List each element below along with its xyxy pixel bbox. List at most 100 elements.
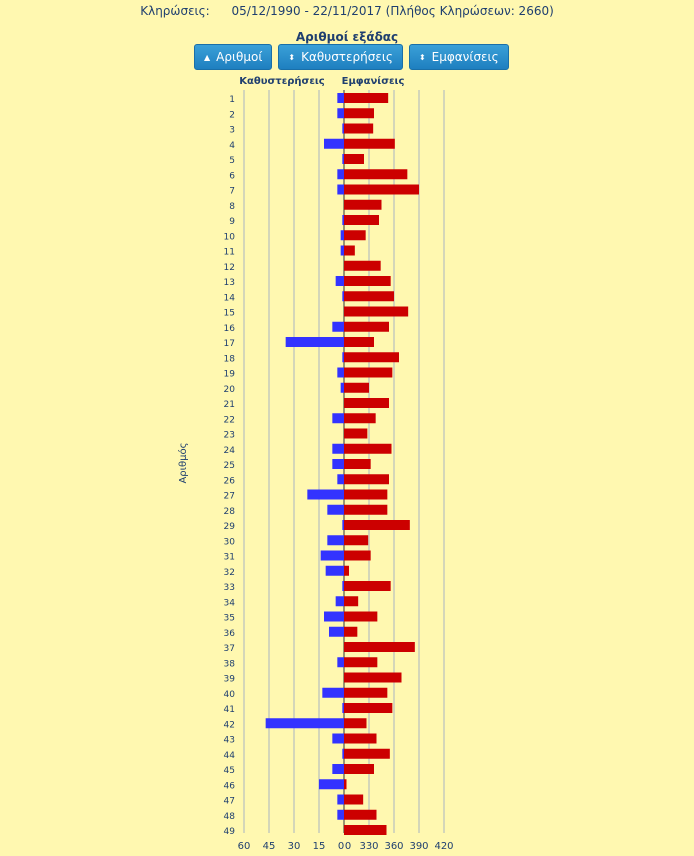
delay-bar[interactable]: [342, 215, 344, 225]
appearance-bar[interactable]: [344, 764, 374, 774]
delay-bar[interactable]: [337, 169, 344, 180]
delay-bar[interactable]: [332, 413, 344, 424]
delay-bar[interactable]: [324, 138, 344, 149]
appearance-bar[interactable]: [344, 337, 374, 347]
delay-bar[interactable]: [342, 352, 344, 363]
appearance-bar[interactable]: [344, 504, 388, 515]
delay-bar[interactable]: [342, 520, 344, 530]
delay-bar[interactable]: [342, 581, 344, 591]
appearance-bar[interactable]: [344, 169, 408, 180]
appearance-bar[interactable]: [344, 245, 355, 256]
appearance-bar[interactable]: [344, 520, 410, 530]
delay-bar[interactable]: [307, 489, 344, 500]
y-tick-label: 31: [224, 553, 235, 563]
appearance-bar[interactable]: [344, 672, 402, 683]
delay-bar[interactable]: [332, 443, 344, 454]
appearance-bar[interactable]: [344, 581, 391, 591]
appearance-bar[interactable]: [344, 306, 409, 317]
delay-bar[interactable]: [325, 565, 344, 576]
appearance-bar[interactable]: [344, 489, 388, 500]
delay-bar[interactable]: [340, 230, 344, 241]
delay-bar[interactable]: [337, 657, 344, 668]
appearance-bar[interactable]: [344, 459, 371, 469]
delay-bar[interactable]: [327, 535, 344, 546]
appearance-bar[interactable]: [344, 733, 377, 744]
delay-bar[interactable]: [337, 108, 344, 119]
appearance-bar[interactable]: [344, 413, 376, 424]
appearance-bar[interactable]: [344, 154, 364, 164]
appearance-bar[interactable]: [344, 199, 382, 210]
appearance-bar[interactable]: [344, 794, 364, 805]
delay-bar[interactable]: [340, 382, 344, 393]
y-tick-label: 20: [224, 385, 236, 395]
appearance-bar[interactable]: [344, 428, 368, 439]
appearance-bar[interactable]: [344, 93, 389, 103]
delay-bar[interactable]: [320, 550, 344, 561]
appearance-bar[interactable]: [344, 398, 389, 408]
appearance-bar[interactable]: [344, 443, 392, 454]
delay-bar[interactable]: [322, 687, 344, 698]
delay-bar[interactable]: [337, 93, 344, 103]
appearance-bar[interactable]: [344, 215, 379, 225]
appearance-bar[interactable]: [344, 230, 366, 241]
appearance-bar[interactable]: [344, 718, 367, 729]
appearance-bar[interactable]: [344, 108, 374, 119]
delay-bar[interactable]: [335, 276, 344, 286]
appearance-bar[interactable]: [344, 382, 369, 393]
draw-info-header: Κληρώσεις: 05/12/1990 - 22/11/2017 (Πλήθ…: [0, 4, 694, 18]
appearance-bar[interactable]: [344, 687, 388, 698]
delay-bar[interactable]: [332, 733, 344, 744]
appearance-bar[interactable]: [344, 321, 389, 332]
appearance-bar[interactable]: [344, 565, 349, 576]
appearance-bar[interactable]: [344, 550, 371, 561]
appearance-bar[interactable]: [344, 276, 391, 286]
delay-bar[interactable]: [265, 718, 344, 729]
appearance-bar[interactable]: [344, 291, 394, 302]
sort-appearances-button[interactable]: ⬍ Εμφανίσεις: [408, 44, 509, 70]
appearance-bar[interactable]: [344, 626, 358, 637]
delay-bar[interactable]: [327, 504, 344, 515]
sort-numbers-button[interactable]: ▲ Αριθμοί: [194, 44, 273, 70]
appearance-bar[interactable]: [344, 352, 399, 363]
appearance-bar[interactable]: [344, 611, 378, 622]
delay-bar[interactable]: [342, 703, 344, 713]
delay-bar[interactable]: [319, 779, 344, 790]
delay-bar[interactable]: [337, 474, 344, 485]
appearance-bar[interactable]: [344, 474, 389, 485]
appearance-bar[interactable]: [344, 596, 359, 607]
delay-bar[interactable]: [324, 611, 344, 622]
appearance-bar[interactable]: [344, 657, 378, 668]
appearance-bar[interactable]: [344, 779, 347, 790]
appearance-bar[interactable]: [344, 703, 393, 713]
y-tick-label: 17: [224, 339, 235, 349]
appearance-bar[interactable]: [344, 535, 369, 546]
delay-bar[interactable]: [335, 596, 344, 607]
delay-bar[interactable]: [340, 245, 344, 256]
y-tick-label: 22: [224, 415, 235, 425]
delay-bar[interactable]: [342, 123, 344, 134]
appearance-bar[interactable]: [344, 825, 387, 835]
appearance-bar[interactable]: [344, 809, 377, 820]
delay-bar[interactable]: [332, 321, 344, 332]
appearance-bar[interactable]: [344, 367, 393, 378]
delay-bar[interactable]: [337, 794, 344, 805]
appearance-bar[interactable]: [344, 260, 381, 271]
sort-delays-button[interactable]: ⬍ Καθυστερήσεις: [278, 44, 403, 70]
delay-bar[interactable]: [342, 154, 344, 164]
delay-bar[interactable]: [332, 459, 344, 469]
appearance-bar[interactable]: [344, 138, 395, 149]
appearance-bar[interactable]: [344, 123, 374, 134]
appearance-bar[interactable]: [344, 184, 419, 195]
appearance-bar[interactable]: [344, 748, 390, 759]
delay-bar[interactable]: [342, 291, 344, 302]
chart-title: Αριθμοί εξάδας: [295, 30, 399, 44]
appearance-bar[interactable]: [344, 642, 415, 652]
delay-bar[interactable]: [337, 809, 344, 820]
delay-bar[interactable]: [329, 626, 344, 637]
delay-bar[interactable]: [285, 337, 344, 347]
sort-button-group: ▲ Αριθμοί ⬍ Καθυστερήσεις ⬍ Εμφανίσεις: [194, 44, 509, 70]
delay-bar[interactable]: [337, 367, 344, 378]
delay-bar[interactable]: [332, 764, 344, 774]
delay-bar[interactable]: [342, 748, 344, 759]
delay-bar[interactable]: [337, 184, 344, 195]
